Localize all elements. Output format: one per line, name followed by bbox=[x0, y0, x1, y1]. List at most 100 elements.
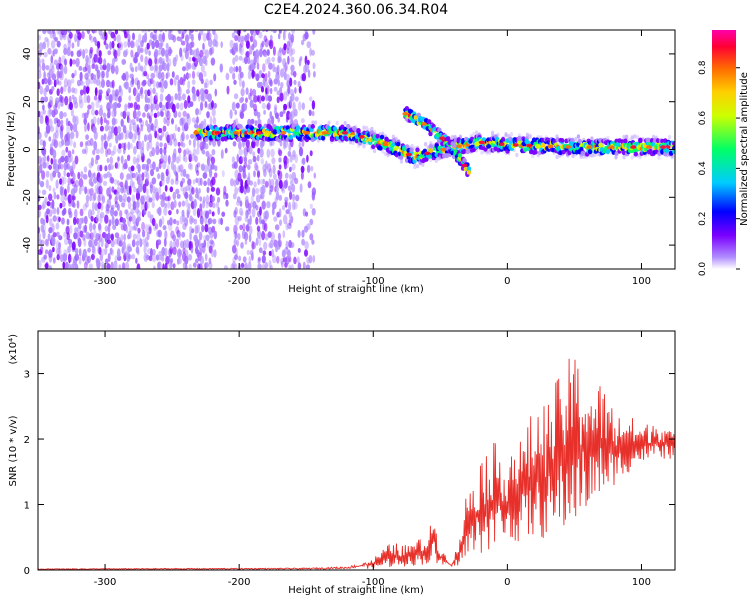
spectrogram-noise-cell bbox=[129, 123, 132, 133]
spectrogram-noise-cell bbox=[64, 58, 67, 66]
spectrogram-noise-cell bbox=[60, 96, 65, 103]
spectrogram-noise-cell bbox=[276, 255, 280, 264]
spectrogram-noise-cell bbox=[258, 236, 262, 247]
spectrogram-ridge-cell bbox=[415, 147, 420, 153]
spectrogram-noise-cell bbox=[90, 72, 95, 81]
spectrogram-noise-cell bbox=[283, 43, 287, 51]
spectrogram-noise-cell bbox=[213, 230, 218, 240]
spectrogram-noise-cell bbox=[302, 261, 306, 269]
spectrogram-noise-cell bbox=[167, 102, 171, 110]
spectrogram-xtick-label: 100 bbox=[632, 276, 651, 287]
spectrogram-noise-cell bbox=[76, 40, 80, 48]
spectrogram-halo-cell bbox=[480, 150, 484, 155]
spectrogram-noise-cell bbox=[86, 109, 90, 115]
spectrogram-noise-cell bbox=[103, 117, 107, 124]
spectrogram-noise-cell bbox=[261, 73, 265, 79]
spectrogram-halo-cell bbox=[365, 125, 369, 131]
spectrogram-noise-cell bbox=[169, 186, 174, 193]
spectrogram-noise-cell bbox=[176, 220, 180, 226]
spectrogram-noise-cell bbox=[267, 30, 271, 32]
spectrogram-noise-cell bbox=[257, 178, 261, 186]
spectrogram-noise-cell bbox=[261, 264, 266, 269]
spectrogram-noise-cell bbox=[67, 183, 70, 193]
spectrogram-noise-cell bbox=[263, 35, 268, 43]
spectrogram-noise-cell bbox=[272, 255, 277, 264]
spectrogram-noise-cell bbox=[151, 249, 156, 256]
spectrogram-noise-cell bbox=[145, 171, 150, 182]
spectrogram-noise-cell bbox=[39, 139, 44, 146]
spectrogram-peak-cell bbox=[232, 131, 239, 135]
spectrogram-noise-cell bbox=[232, 244, 237, 254]
spectrogram-noise-cell bbox=[261, 102, 266, 110]
spectrogram-noise-cell bbox=[255, 237, 259, 246]
spectrogram-noise-cell bbox=[137, 163, 141, 174]
spectrogram-noise-cell bbox=[90, 101, 95, 110]
spectrogram-halo-cell bbox=[571, 153, 575, 159]
spectrogram-noise-cell bbox=[114, 162, 119, 169]
spectrogram-noise-cell bbox=[106, 263, 111, 269]
spectrogram-noise-cell bbox=[304, 31, 309, 40]
spectrogram-noise-cell bbox=[47, 47, 52, 55]
spectrogram-noise-cell bbox=[300, 165, 305, 174]
spectrogram-noise-cell bbox=[151, 147, 156, 157]
spectrogram-noise-cell bbox=[203, 70, 207, 77]
spectrogram-noise-cell bbox=[42, 109, 46, 115]
spectrogram-noise-cell bbox=[198, 231, 203, 241]
spectrogram-noise-cell bbox=[172, 263, 176, 269]
spectrogram-noise-cell bbox=[179, 117, 184, 127]
spectrogram-noise-cell bbox=[167, 58, 172, 67]
spectrogram-noise-cell bbox=[100, 134, 104, 142]
spectrogram-noise-cell bbox=[229, 178, 235, 187]
spectrogram-noise-cell bbox=[84, 186, 88, 195]
spectrogram-noise-cell bbox=[124, 71, 129, 81]
spectrogram-noise-cell bbox=[47, 233, 51, 242]
spectrogram-noise-cell bbox=[63, 249, 68, 259]
spectrogram-noise-cell bbox=[101, 70, 105, 79]
spectrogram-noise-cell bbox=[99, 211, 105, 219]
spectrogram-noise-cell bbox=[192, 262, 197, 268]
spectrogram-noise-cell bbox=[134, 88, 139, 95]
spectrogram-noise-cell bbox=[231, 156, 236, 164]
spectrogram-halo-cell bbox=[504, 132, 508, 137]
spectrogram-noise-cell bbox=[146, 103, 151, 110]
spectrogram-noise-cell bbox=[269, 34, 273, 42]
spectrogram-noise-cell bbox=[189, 163, 193, 171]
spectrogram-noise-cell bbox=[279, 87, 283, 94]
spectrogram-noise-cell bbox=[108, 193, 112, 200]
spectrogram-noise-cell bbox=[173, 239, 177, 250]
spectrogram-noise-cell bbox=[51, 223, 55, 233]
spectrogram-noise-cell bbox=[177, 165, 181, 173]
spectrogram-noise-cell bbox=[171, 118, 174, 125]
spectrogram-noise-cell bbox=[164, 185, 168, 192]
spectrogram-noise-cell bbox=[71, 87, 75, 94]
spectrogram-noise-cell bbox=[253, 170, 256, 178]
spectrogram-noise-cell bbox=[95, 214, 99, 223]
spectrogram-noise-cell bbox=[261, 254, 266, 264]
spectrogram-noise-cell bbox=[257, 256, 261, 262]
spectrogram-noise-cell bbox=[38, 30, 42, 32]
spectrogram-noise-cell bbox=[240, 179, 244, 188]
spectrogram-noise-cell bbox=[301, 157, 306, 165]
spectrogram-noise-cell bbox=[141, 30, 145, 33]
spectrogram-noise-cell bbox=[67, 246, 71, 254]
spectrogram-noise-cell bbox=[308, 109, 312, 117]
spectrogram-noise-cell bbox=[311, 110, 315, 117]
spectrogram-noise-cell bbox=[82, 173, 88, 180]
spectrogram-noise-cell bbox=[118, 143, 122, 150]
spectrogram-noise-cell bbox=[172, 234, 177, 241]
snr-ytick-label: 0 bbox=[24, 566, 30, 577]
spectrogram-halo-cell bbox=[314, 120, 318, 125]
spectrogram-noise-cell bbox=[122, 218, 126, 224]
spectrogram-noise-cell bbox=[73, 141, 77, 149]
spectrogram-noise-cell bbox=[267, 56, 271, 64]
spectrogram-noise-cell bbox=[263, 52, 268, 58]
spectrogram-noise-cell bbox=[189, 133, 195, 139]
spectrogram-noise-cell bbox=[82, 203, 88, 211]
spectrogram-noise-cell bbox=[204, 101, 208, 108]
spectrogram-noise-cell bbox=[83, 215, 88, 225]
spectrogram-noise-cell bbox=[260, 158, 265, 165]
spectrogram-halo-cell bbox=[474, 130, 479, 135]
spectrogram-noise-cell bbox=[166, 62, 170, 72]
spectrogram-noise-cell bbox=[113, 260, 118, 269]
